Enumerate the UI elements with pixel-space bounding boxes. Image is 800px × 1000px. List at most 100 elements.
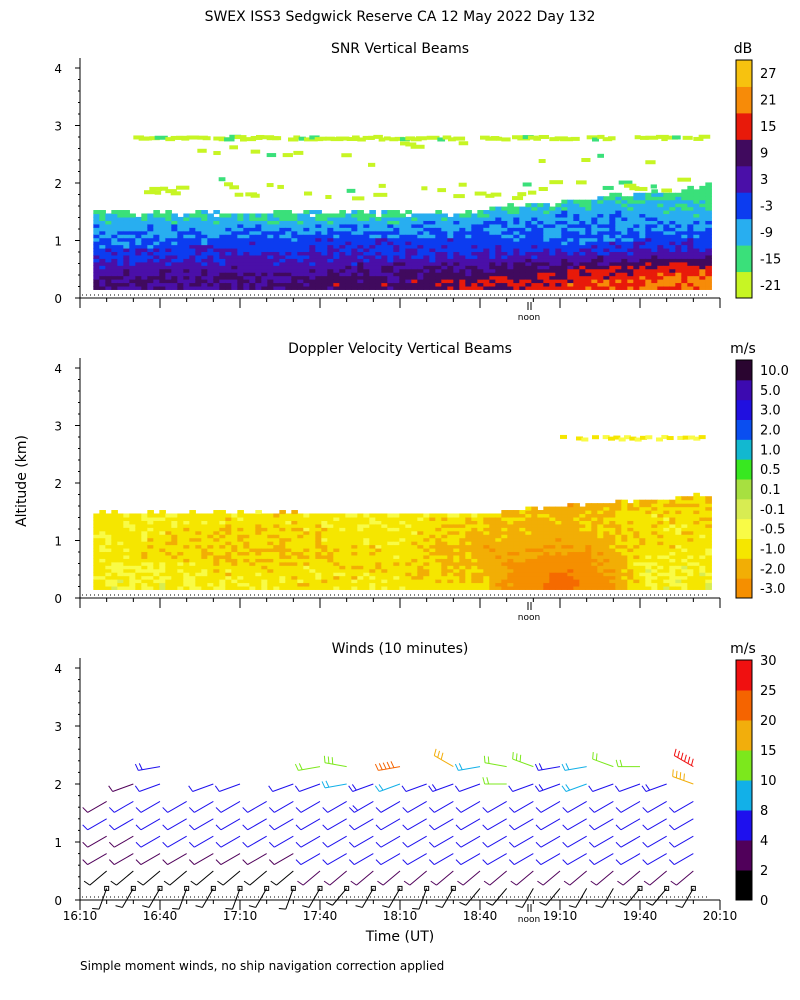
snr-cell (129, 258, 136, 263)
snr-cell (573, 213, 580, 218)
snr-cell (357, 275, 364, 280)
snr-cell (256, 134, 265, 139)
snr-cell (555, 210, 562, 215)
snr-cell (441, 220, 448, 225)
snr-cell (669, 265, 676, 270)
snr-cell (345, 258, 352, 263)
snr-cell (597, 227, 604, 232)
snr-cell (243, 227, 250, 232)
doppler-cell (405, 541, 412, 546)
doppler-cell (279, 551, 286, 556)
doppler-cell (591, 510, 598, 515)
snr-cell (111, 241, 118, 246)
doppler-cell (123, 575, 130, 580)
doppler-cell (375, 527, 382, 532)
snr-cell (477, 265, 484, 270)
doppler-cell (681, 544, 688, 549)
snr-cell (513, 237, 520, 242)
doppler-cell (411, 516, 418, 521)
snr-cell (435, 285, 442, 290)
doppler-cell (543, 541, 550, 546)
doppler-cell (261, 558, 268, 563)
snr-cell (320, 136, 327, 141)
snr-cell (309, 272, 316, 277)
snr-cell (393, 282, 400, 287)
doppler-cell (231, 582, 238, 587)
doppler-cell (285, 537, 292, 542)
snr-cell (453, 244, 460, 249)
doppler-cell (609, 510, 616, 515)
doppler-cell (219, 575, 226, 580)
snr-cell (423, 261, 430, 266)
snr-cell (249, 223, 256, 228)
snr-cell (675, 203, 682, 208)
doppler-cell (537, 558, 544, 563)
doppler-cell (669, 554, 676, 559)
snr-cell (147, 268, 154, 273)
snr-cell (291, 258, 298, 263)
snr-cell (291, 261, 298, 266)
snr-cell (129, 261, 136, 266)
snr-cell (621, 210, 628, 215)
doppler-cell (675, 575, 682, 580)
snr-cell (138, 136, 150, 141)
doppler-cell (261, 551, 268, 556)
doppler-cell (471, 579, 478, 584)
snr-cell (657, 251, 664, 256)
doppler-cell (507, 575, 514, 580)
doppler-cell (159, 551, 166, 556)
snr-cell (201, 258, 208, 263)
doppler-cell (537, 579, 544, 584)
snr-cell (357, 261, 364, 266)
doppler-cell (141, 520, 148, 525)
doppler-cell (315, 516, 322, 521)
snr-cell (183, 272, 190, 277)
snr-cell (675, 275, 682, 280)
doppler-cell (105, 530, 112, 535)
snr-cell (501, 258, 508, 263)
snr-cell (591, 241, 598, 246)
snr-cell (297, 241, 304, 246)
snr-cell (405, 136, 416, 141)
doppler-cell (411, 547, 418, 553)
doppler-cell (375, 572, 382, 577)
doppler-cell (483, 568, 490, 573)
doppler-cell (231, 534, 238, 539)
doppler-cell (405, 537, 412, 542)
doppler-cell (483, 558, 490, 563)
snr-cell (411, 261, 418, 266)
doppler-cell (339, 547, 346, 553)
doppler-cell (687, 527, 694, 532)
snr-cell (477, 258, 484, 263)
snr-cell (597, 234, 604, 239)
snr-cell (255, 265, 262, 270)
snr-cell (231, 251, 238, 256)
snr-cell (177, 261, 184, 266)
snr-cell (597, 265, 604, 270)
doppler-cell (663, 579, 670, 584)
doppler-cell (255, 537, 262, 542)
snr-cell (153, 272, 160, 277)
doppler-cell (363, 582, 370, 587)
snr-cell (495, 272, 502, 277)
snr-cell (657, 285, 664, 290)
snr-cell (501, 234, 508, 239)
snr-cell (705, 216, 712, 221)
snr-cell (609, 282, 616, 287)
snr-cell (417, 258, 424, 263)
snr-cell (333, 216, 340, 221)
snr-cell (213, 227, 220, 232)
doppler-cell (393, 551, 400, 556)
snr-cell (429, 241, 436, 246)
snr-cell (538, 186, 548, 191)
doppler-cell (591, 551, 598, 556)
doppler-cell (321, 516, 328, 521)
snr-cell (561, 199, 568, 204)
snr-cell (144, 136, 152, 141)
snr-cell (387, 210, 394, 215)
doppler-cell (537, 575, 544, 580)
snr-cell (537, 241, 544, 246)
snr-cell (327, 247, 334, 253)
doppler-cell (531, 551, 538, 556)
snr-cell (249, 237, 256, 242)
